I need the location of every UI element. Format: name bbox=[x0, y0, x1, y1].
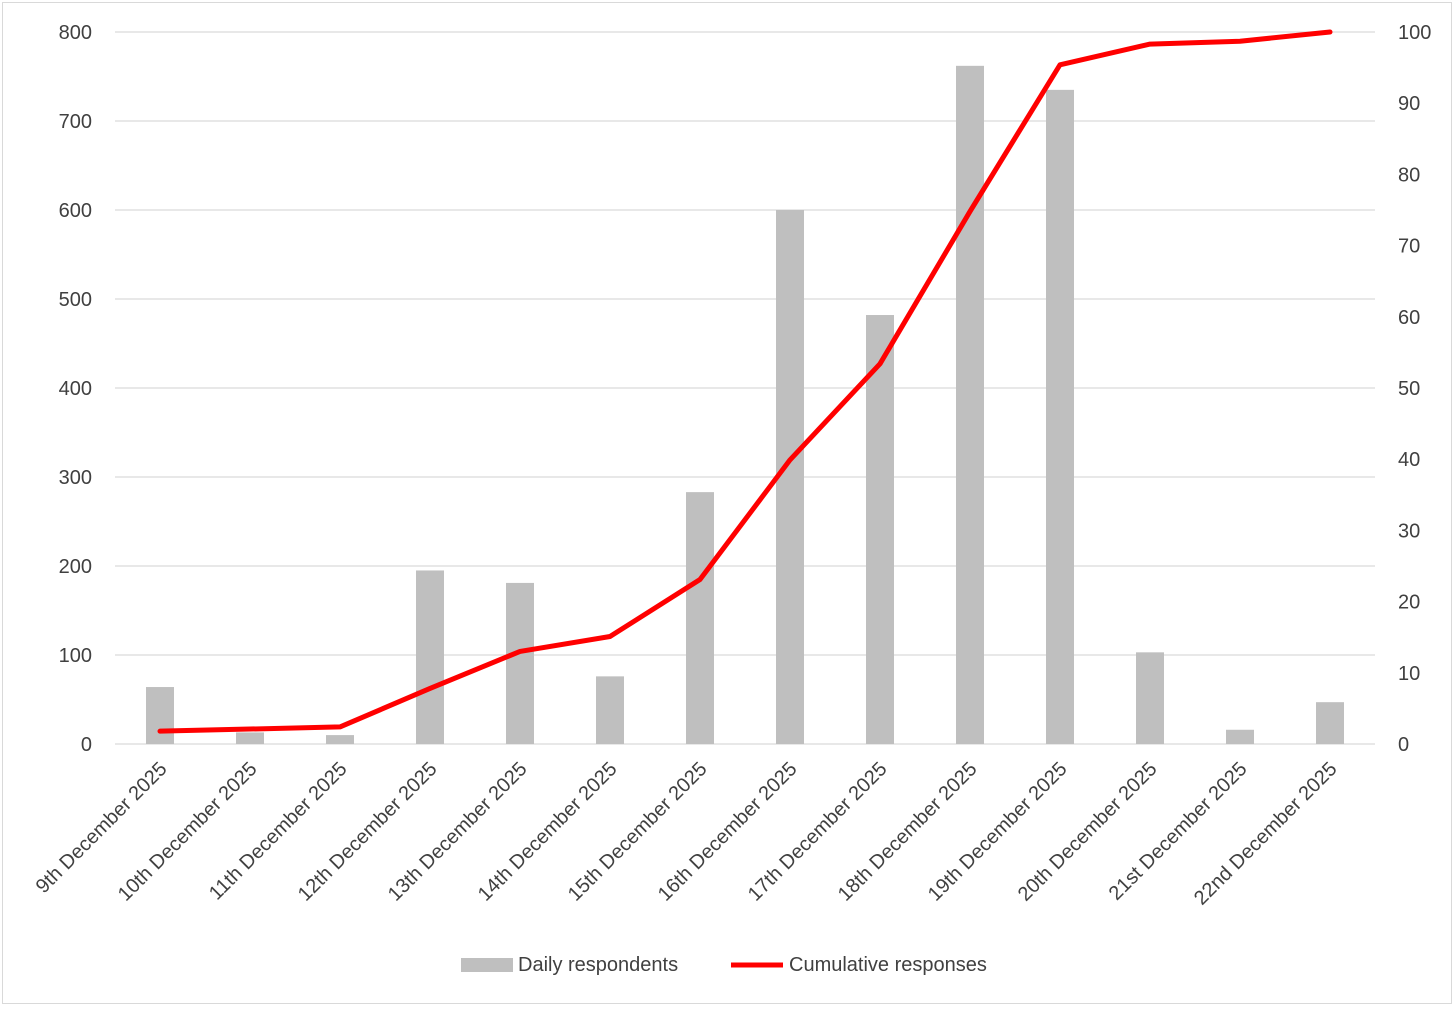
bar bbox=[416, 570, 444, 744]
bar bbox=[686, 492, 714, 744]
y2-tick-label: 30 bbox=[1398, 520, 1420, 542]
bar bbox=[1136, 652, 1164, 744]
bar bbox=[236, 732, 264, 744]
bar bbox=[326, 735, 354, 744]
y2-tick-label: 50 bbox=[1398, 378, 1420, 400]
y-tick-label: 700 bbox=[59, 111, 92, 133]
legend-label-cumulative: Cumulative responses bbox=[789, 954, 987, 976]
y2-tick-label: 60 bbox=[1398, 307, 1420, 329]
bar bbox=[866, 315, 894, 744]
y-tick-label: 0 bbox=[81, 734, 92, 756]
y2-tick-label: 80 bbox=[1398, 164, 1420, 186]
bar bbox=[956, 65, 984, 744]
y-tick-label: 400 bbox=[59, 378, 92, 400]
y2-tick-label: 70 bbox=[1398, 236, 1420, 258]
y-tick-label: 100 bbox=[59, 645, 92, 667]
y-tick-label: 300 bbox=[59, 467, 92, 489]
left-axis-ticks: 0 100 200 300 400 500 600 700 800 bbox=[59, 22, 92, 756]
bar bbox=[506, 582, 534, 744]
y2-tick-label: 10 bbox=[1398, 663, 1420, 685]
right-axis-ticks: 0 10 20 30 40 50 60 70 80 90 100 bbox=[1398, 22, 1431, 756]
bar bbox=[1316, 702, 1344, 744]
legend-swatch-daily bbox=[461, 958, 513, 972]
y2-tick-label: 20 bbox=[1398, 592, 1420, 614]
y-tick-label: 800 bbox=[59, 22, 92, 44]
y-tick-label: 500 bbox=[59, 289, 92, 311]
legend: Daily respondents Cumulative responses bbox=[461, 954, 987, 976]
bar-series bbox=[146, 65, 1344, 745]
line-series bbox=[157, 29, 1333, 734]
cumulative-line bbox=[157, 29, 1333, 734]
gridlines bbox=[115, 31, 1375, 745]
y2-tick-label: 0 bbox=[1398, 734, 1409, 756]
y2-tick-label: 40 bbox=[1398, 449, 1420, 471]
bar bbox=[776, 210, 804, 744]
legend-label-daily: Daily respondents bbox=[518, 954, 678, 976]
bar bbox=[146, 687, 174, 744]
bar bbox=[596, 676, 624, 744]
bar bbox=[1226, 729, 1254, 744]
y2-tick-label: 90 bbox=[1398, 93, 1420, 115]
y-tick-label: 200 bbox=[59, 556, 92, 578]
bar bbox=[1046, 89, 1074, 745]
y2-tick-label: 100 bbox=[1398, 22, 1431, 44]
y-tick-label: 600 bbox=[59, 200, 92, 222]
